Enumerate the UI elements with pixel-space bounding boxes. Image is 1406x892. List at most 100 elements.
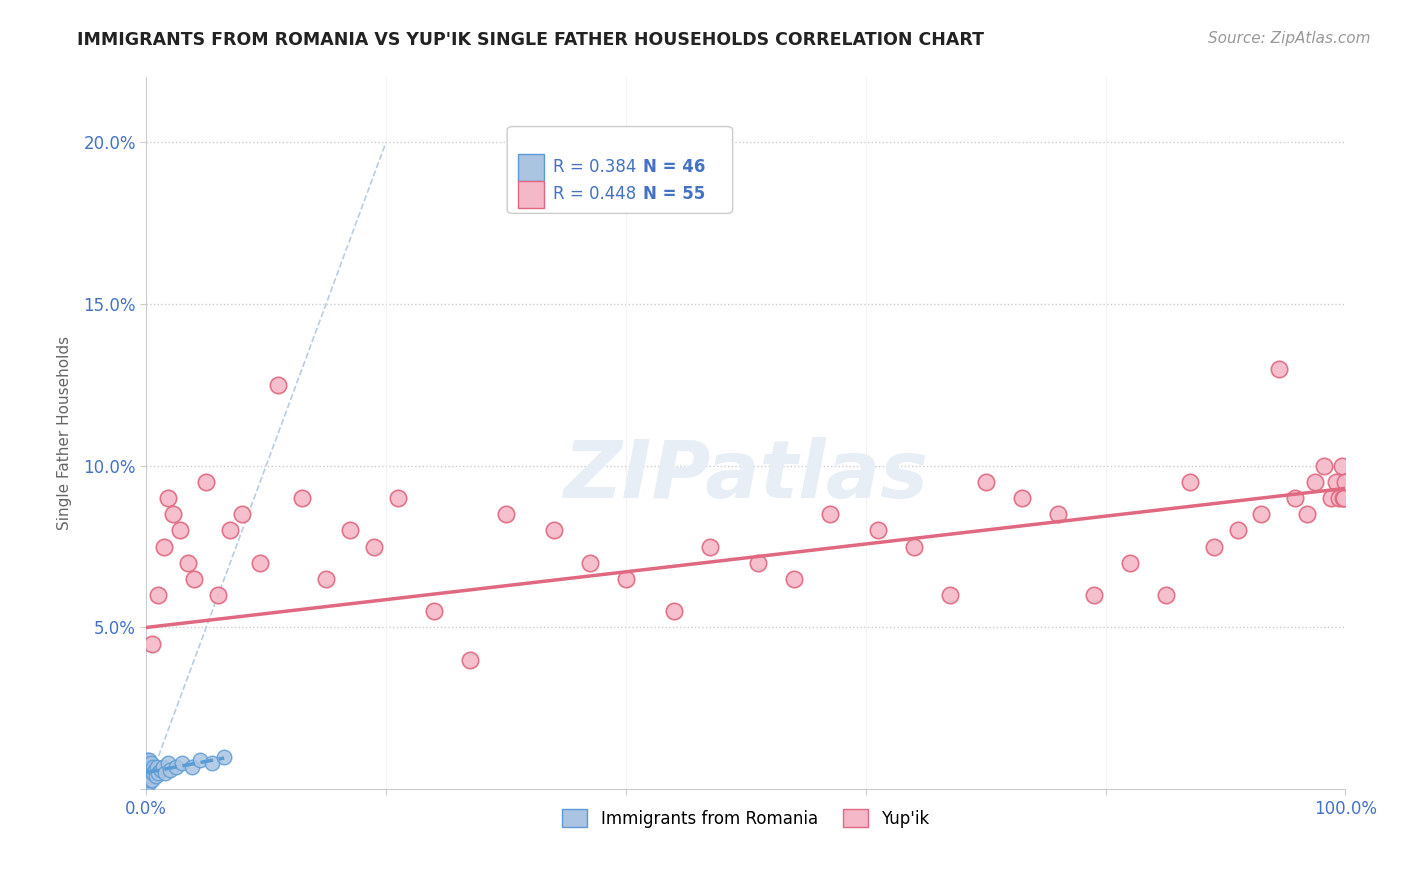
Point [974,475,997,489]
Point [148,588,170,602]
Text: ZIPatlas: ZIPatlas [564,437,928,515]
Point [188,753,211,767]
Point [172,756,194,771]
Text: Source: ZipAtlas.com: Source: ZipAtlas.com [1208,31,1371,46]
Point [747,556,769,570]
Point [614,572,637,586]
Point [141,772,163,787]
Point [1011,491,1033,505]
Point [1226,524,1249,538]
Point [142,759,165,773]
Point [1331,491,1354,505]
Point [138,769,160,783]
Point [139,756,162,771]
Text: R = 0.384: R = 0.384 [553,158,636,176]
Point [1305,475,1327,489]
Point [136,766,159,780]
Point [136,756,159,771]
FancyBboxPatch shape [508,127,733,213]
Point [136,772,159,787]
Point [149,763,172,777]
Point [543,524,565,538]
Point [458,653,481,667]
Point [783,572,806,586]
Point [139,763,162,777]
Point [183,572,205,586]
Point [1268,361,1291,376]
Point [1046,507,1069,521]
Point [1296,507,1319,521]
Point [1178,475,1201,489]
Point [136,772,159,787]
Point [165,759,187,773]
Point [315,572,337,586]
Point [212,750,235,764]
Point [207,588,229,602]
Point [148,766,170,780]
Point [136,759,159,773]
Point [1083,588,1105,602]
Point [143,763,166,777]
Point [1202,540,1225,554]
Point [1333,491,1355,505]
Point [1284,491,1306,505]
Point [152,759,174,773]
Point [363,540,385,554]
Point [169,524,191,538]
Point [1329,491,1351,505]
Point [141,763,163,777]
Point [339,524,361,538]
Point [579,556,602,570]
Point [231,507,253,521]
Point [136,756,159,771]
Point [139,772,162,787]
Text: IMMIGRANTS FROM ROMANIA VS YUP'IK SINGLE FATHER HOUSEHOLDS CORRELATION CHART: IMMIGRANTS FROM ROMANIA VS YUP'IK SINGLE… [77,31,984,49]
Point [138,766,160,780]
Legend: Immigrants from Romania, Yup'ik: Immigrants from Romania, Yup'ik [555,803,936,834]
Point [135,766,157,780]
Bar [517,153,544,181]
Point [818,507,841,521]
Point [180,759,202,773]
Point [267,377,290,392]
Point [162,507,184,521]
Point [136,763,159,777]
Point [1324,475,1347,489]
Point [177,556,200,570]
Point [249,556,271,570]
Text: R = 0.448: R = 0.448 [553,186,636,203]
Point [136,772,159,787]
Point [138,763,160,777]
Point [136,769,159,783]
Point [136,766,159,780]
Point [159,763,181,777]
Text: N = 46: N = 46 [643,158,704,176]
Point [1118,556,1140,570]
Point [153,540,176,554]
Point [866,524,889,538]
Point [903,540,925,554]
Point [1320,491,1343,505]
Point [201,756,224,771]
Point [136,763,159,777]
Point [156,756,179,771]
Point [136,753,159,767]
Point [699,540,721,554]
Point [139,759,162,773]
Point [1330,458,1353,473]
Point [142,766,165,780]
Point [291,491,314,505]
Point [138,776,160,790]
Point [136,769,159,783]
Point [139,766,162,780]
Text: N = 55: N = 55 [643,186,704,203]
Point [138,753,160,767]
Point [423,604,446,618]
Point [1313,458,1336,473]
Bar [517,181,544,208]
Point [146,759,169,773]
Point [662,604,685,618]
Y-axis label: Single Father Households: Single Father Households [58,336,72,531]
Point [1250,507,1272,521]
Point [1154,588,1177,602]
